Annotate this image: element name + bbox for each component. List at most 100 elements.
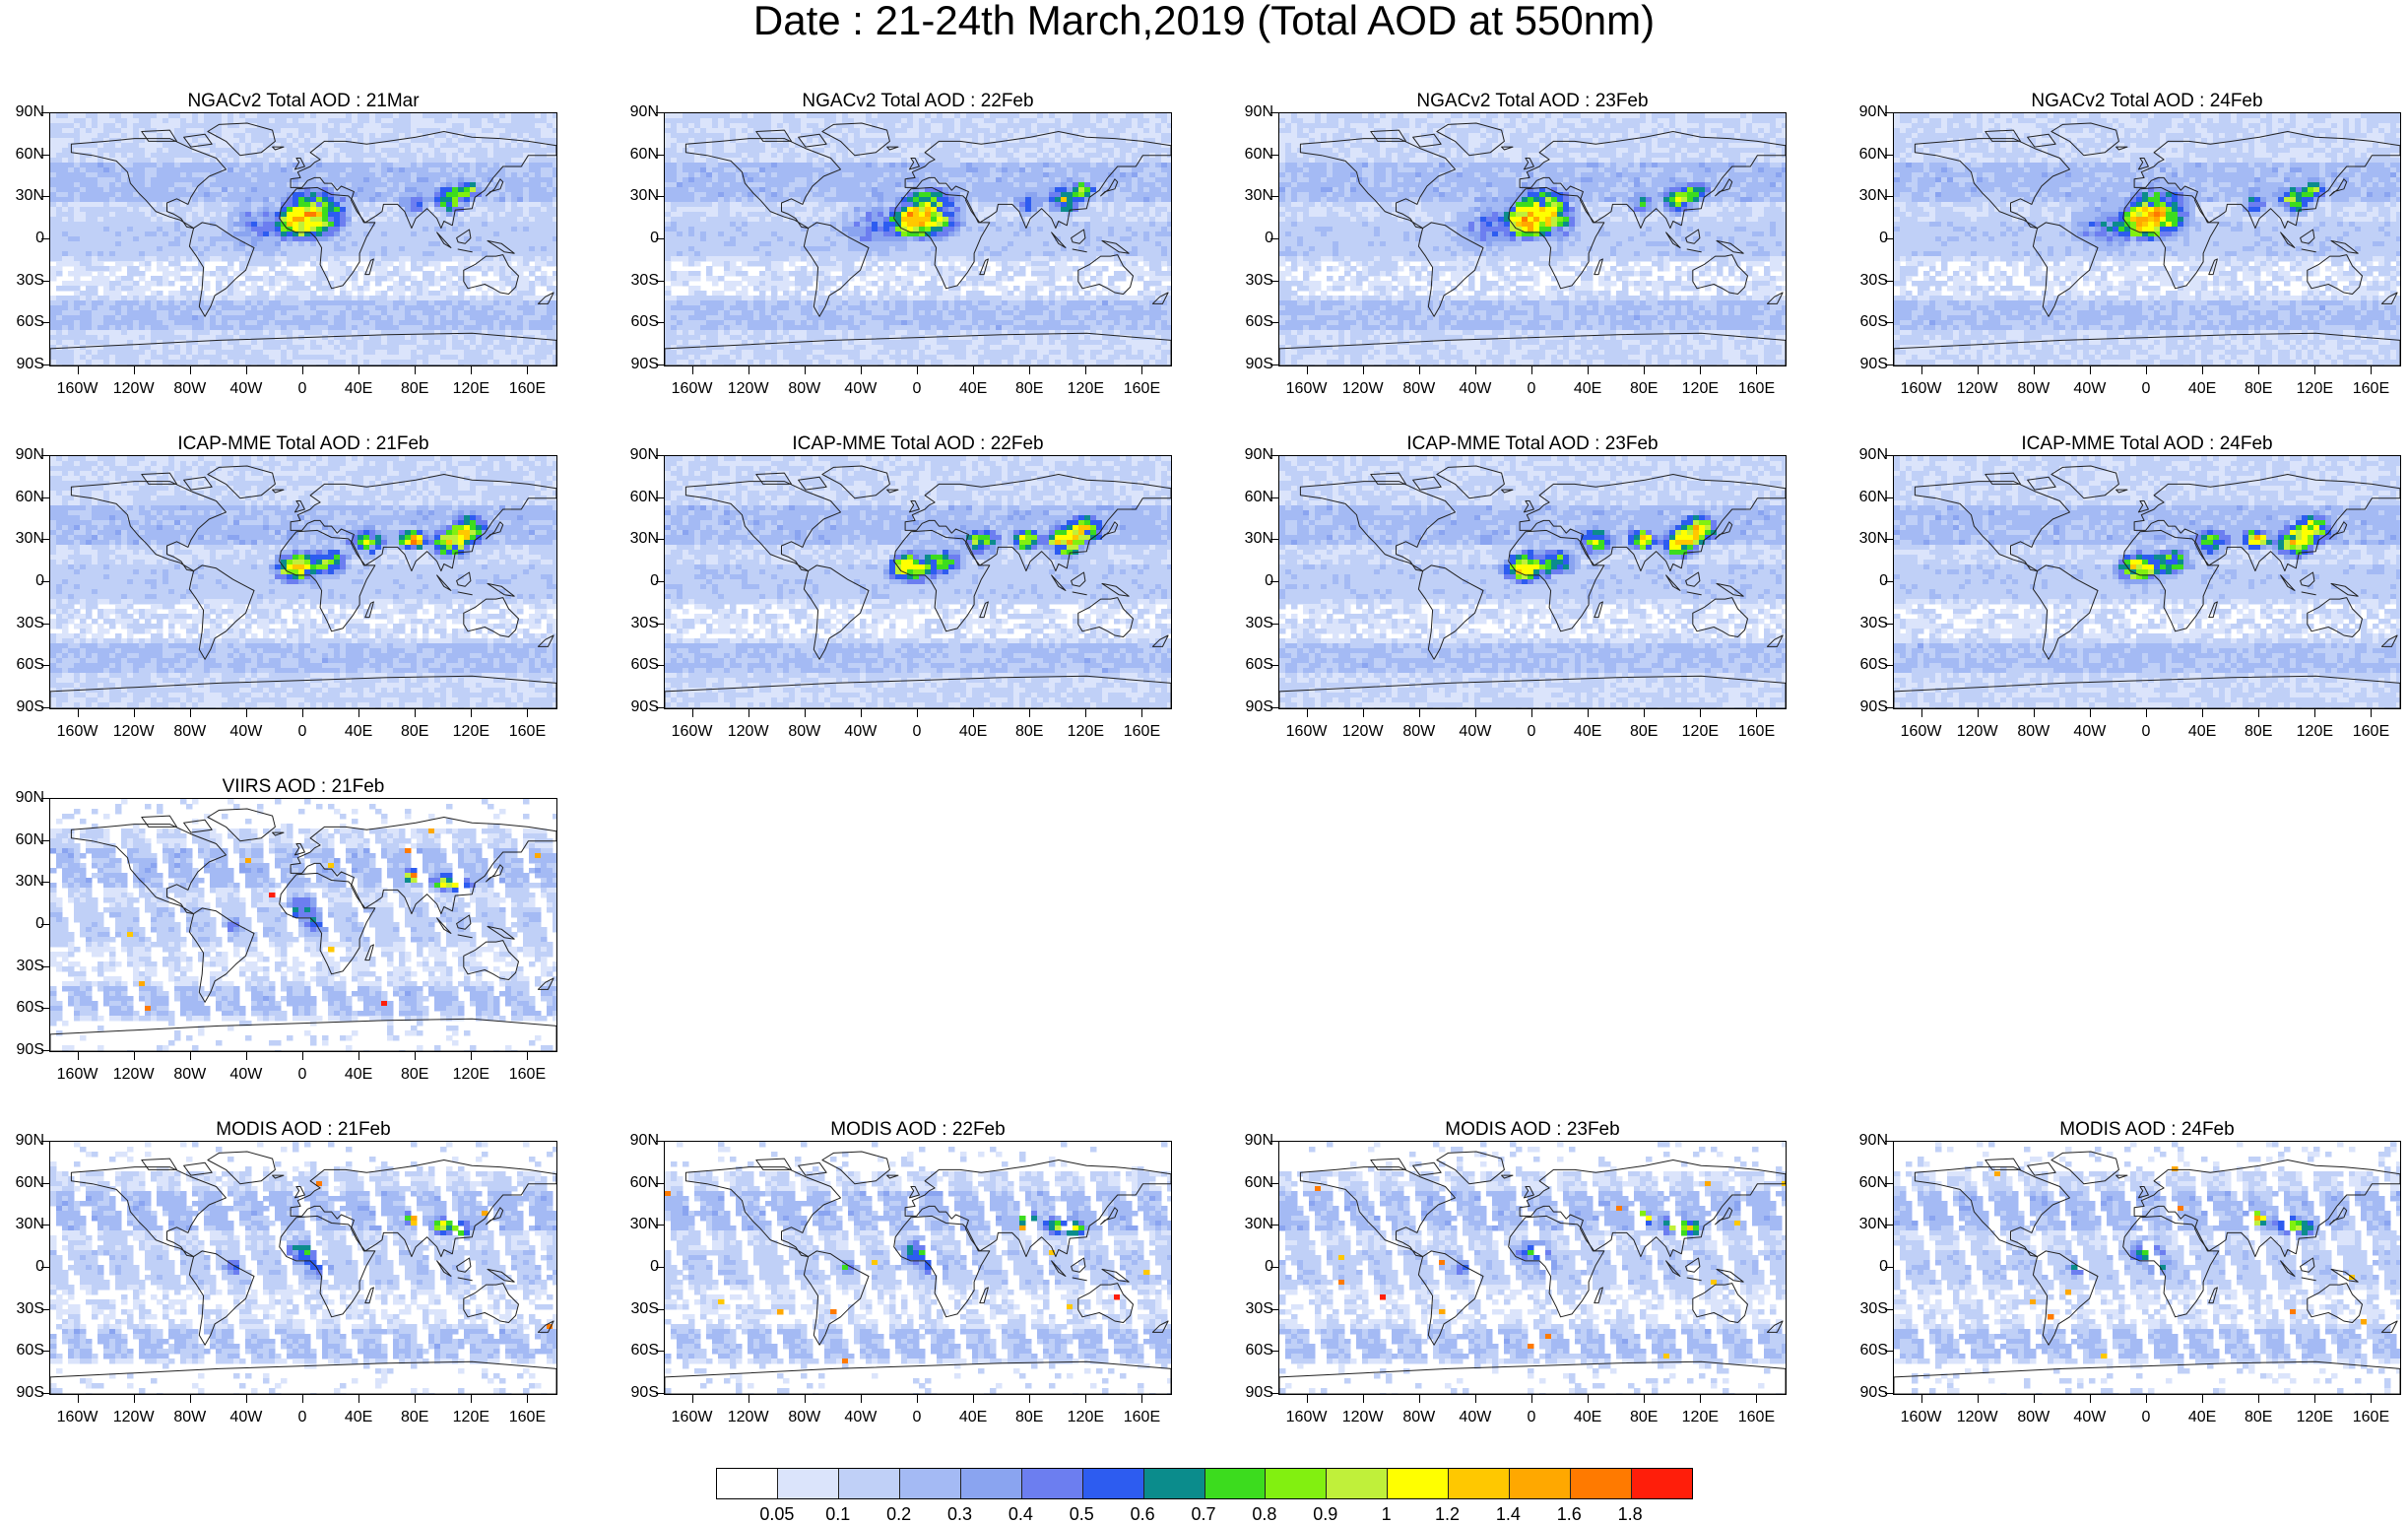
- aod-cell: [340, 202, 347, 208]
- aod-cell: [417, 192, 423, 198]
- aod-cell: [239, 192, 246, 198]
- aod-cell: [405, 300, 412, 306]
- aod-cell: [334, 138, 341, 144]
- aod-cell: [919, 113, 926, 119]
- aod-cell: [340, 355, 347, 361]
- aod-cell: [511, 172, 518, 178]
- aod-cell: [68, 153, 75, 159]
- aod-cell: [304, 202, 311, 208]
- aod-cell: [488, 355, 494, 361]
- aod-cell: [535, 251, 542, 257]
- aod-cell: [511, 241, 518, 247]
- aod-cell: [74, 296, 81, 301]
- aod-cell: [257, 192, 264, 198]
- aod-cell: [151, 153, 158, 159]
- aod-cell: [222, 148, 228, 154]
- aod-cell: [446, 355, 453, 361]
- aod-cell: [547, 113, 553, 119]
- aod-cell: [482, 123, 488, 129]
- aod-cell: [145, 172, 152, 178]
- aod-cell: [553, 345, 556, 351]
- aod-cell: [1143, 128, 1150, 134]
- aod-cell: [925, 138, 932, 144]
- aod-cell: [228, 355, 234, 361]
- aod-cell: [358, 177, 364, 183]
- aod-cell: [529, 355, 536, 361]
- aod-cell: [482, 148, 488, 154]
- aod-cell: [529, 296, 536, 301]
- aod-cell: [174, 236, 181, 242]
- aod-cell: [683, 128, 689, 134]
- aod-cell: [98, 158, 104, 164]
- aod-cell: [553, 187, 556, 193]
- aod-cell: [753, 118, 760, 124]
- aod-cell: [322, 246, 329, 252]
- aod-cell: [151, 345, 158, 351]
- aod-cell: [216, 241, 223, 247]
- aod-cell: [488, 320, 494, 326]
- aod-cell: [127, 266, 134, 272]
- aod-cell: [281, 266, 288, 272]
- aod-cell: [428, 192, 435, 198]
- aod-cell: [174, 192, 181, 198]
- aod-cell: [56, 300, 63, 306]
- aod-cell: [310, 261, 317, 267]
- aod-cell: [411, 172, 418, 178]
- aod-cell: [452, 232, 459, 237]
- aod-cell: [139, 202, 146, 208]
- aod-cell: [198, 172, 205, 178]
- aod-cell: [688, 133, 695, 139]
- aod-cell: [1167, 113, 1171, 119]
- aod-cell: [411, 246, 418, 252]
- aod-cell: [233, 128, 240, 134]
- aod-cell: [281, 305, 288, 311]
- aod-cell: [316, 340, 323, 346]
- aod-cell: [56, 153, 63, 159]
- lat-tick: [41, 196, 49, 197]
- aod-cell: [488, 212, 494, 218]
- aod-cell: [464, 330, 471, 336]
- aod-cell: [446, 291, 453, 297]
- aod-cell: [98, 310, 104, 316]
- aod-cell: [50, 123, 57, 129]
- aod-cell: [375, 281, 382, 287]
- aod-cell: [1002, 133, 1009, 139]
- aod-cell: [316, 350, 323, 356]
- aod-cell: [86, 300, 93, 306]
- aod-cell: [310, 310, 317, 316]
- aod-cell: [251, 236, 258, 242]
- aod-cell: [222, 197, 228, 203]
- aod-cell: [346, 325, 353, 331]
- aod-cell: [210, 207, 217, 213]
- aod-cell: [505, 118, 512, 124]
- aod-cell: [139, 261, 146, 267]
- aod-cell: [553, 167, 556, 173]
- aod-cell: [529, 320, 536, 326]
- aod-cell: [328, 266, 335, 272]
- aod-cell: [127, 153, 134, 159]
- aod-cell: [192, 330, 199, 336]
- aod-cell: [115, 335, 122, 341]
- aod-cell: [251, 222, 258, 228]
- aod-cell: [263, 310, 270, 316]
- aod-cell: [174, 251, 181, 257]
- aod-cell: [1008, 128, 1014, 134]
- aod-cell: [281, 172, 288, 178]
- aod-cell: [180, 133, 187, 139]
- aod-cell: [777, 123, 784, 129]
- aod-cell: [269, 217, 276, 223]
- aod-cell: [310, 217, 317, 223]
- aod-cell: [233, 345, 240, 351]
- aod-cell: [499, 345, 506, 351]
- aod-cell: [216, 251, 223, 257]
- aod-cell: [233, 158, 240, 164]
- aod-cell: [511, 118, 518, 124]
- aod-cell: [1138, 118, 1144, 124]
- aod-cell: [133, 202, 140, 208]
- aod-cell: [127, 320, 134, 326]
- aod-cell: [966, 123, 973, 129]
- aod-cell: [174, 256, 181, 262]
- aod-cell: [287, 133, 293, 139]
- aod-cell: [334, 360, 341, 365]
- map-frame: [664, 112, 1172, 366]
